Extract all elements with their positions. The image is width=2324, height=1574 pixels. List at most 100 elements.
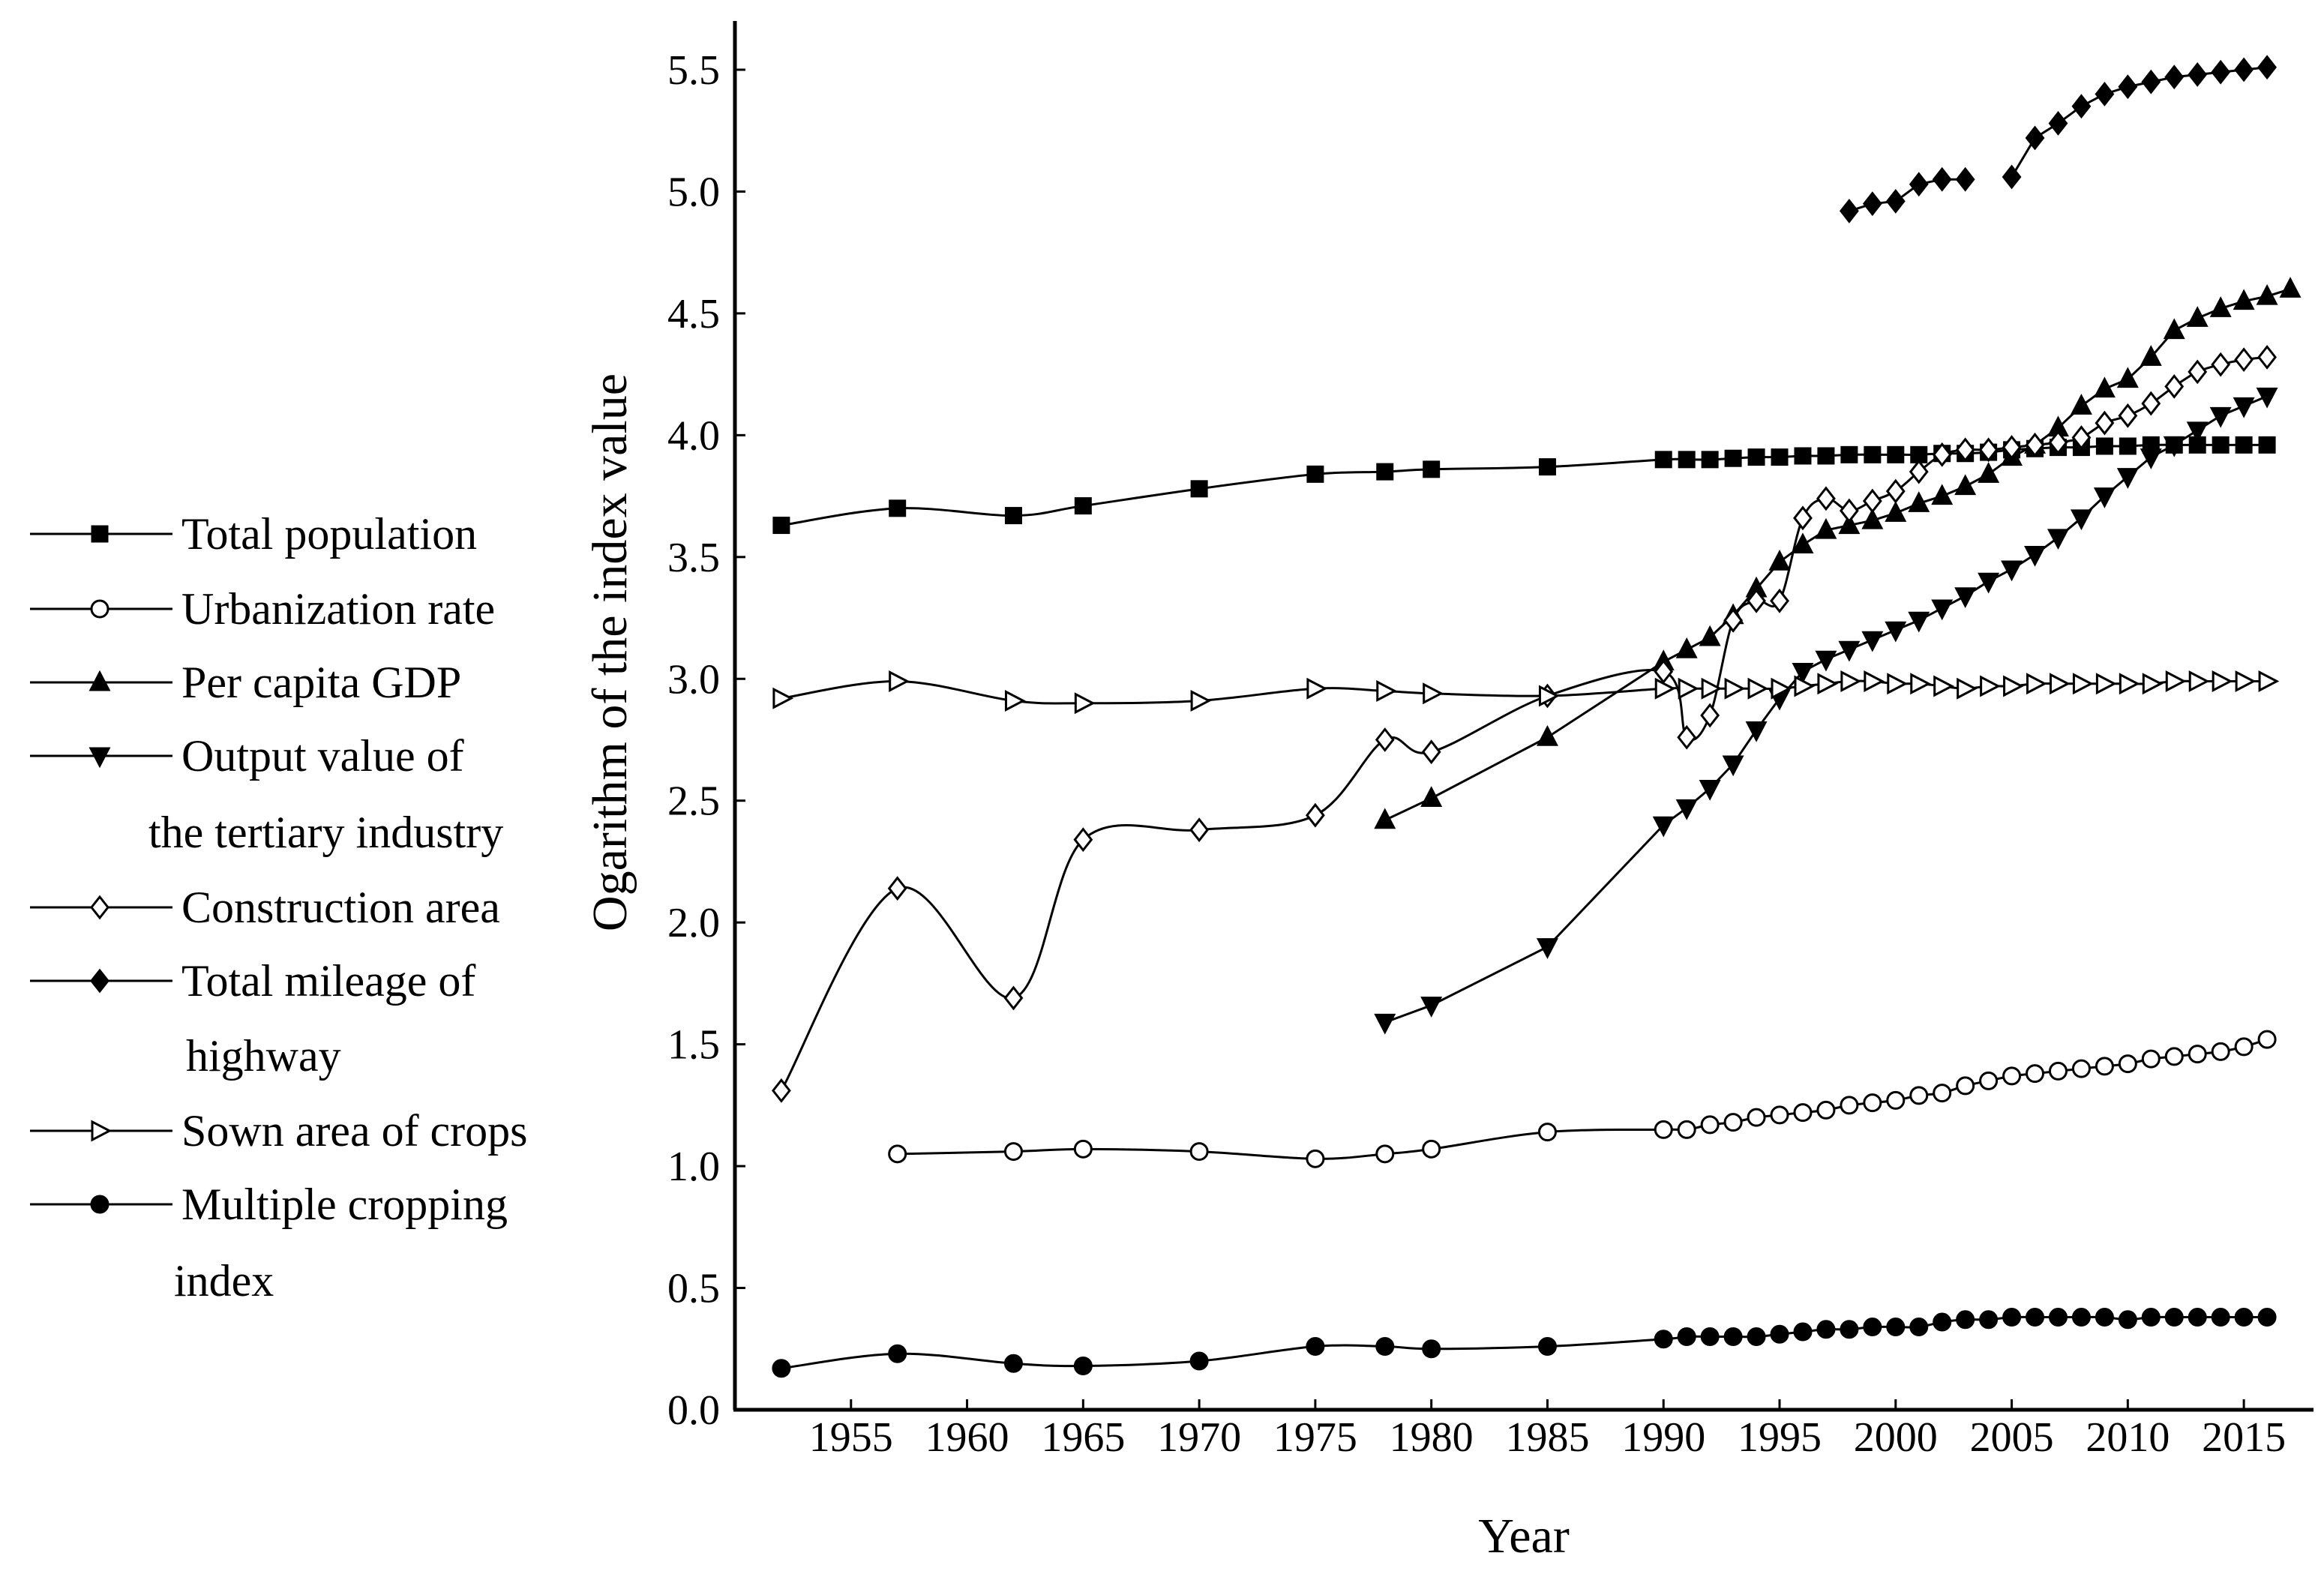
data-point-output-value-of-the-tertiary-industry bbox=[2024, 546, 2047, 567]
legend-label-continued: highway bbox=[186, 1031, 341, 1081]
y-ticks: 0.0 0.5 1.0 1.5 2.0 2.5 3.0 3.5 4.0 4.5 5.0 5.5 bbox=[667, 47, 745, 1434]
axes bbox=[733, 21, 2314, 1412]
data-point-construction-area bbox=[1654, 659, 1674, 684]
data-point-total-mileage-of-highway bbox=[1932, 166, 1952, 192]
data-point-urbanization-rate bbox=[2164, 1047, 2184, 1066]
data-point-urbanization-rate bbox=[1956, 1076, 1975, 1096]
legend-label: Per capita GDP bbox=[181, 658, 461, 707]
legend-marker bbox=[90, 895, 109, 920]
data-point-sown-area-of-crops bbox=[2258, 670, 2280, 692]
data-point-construction-area bbox=[1793, 505, 1813, 531]
data-point-total-mileage-of-highway bbox=[1955, 166, 1975, 192]
data-point-output-value-of-the-tertiary-industry bbox=[1699, 779, 1721, 801]
data-point-urbanization-rate bbox=[2257, 1030, 2277, 1049]
series-line-total-population bbox=[781, 443, 2268, 527]
data-point-output-value-of-the-tertiary-industry bbox=[2047, 529, 2069, 550]
data-point-urbanization-rate bbox=[1816, 1100, 1836, 1120]
legend-item-per-capita-gdp: Per capita GDP bbox=[30, 658, 461, 707]
data-point-output-value-of-the-tertiary-industry bbox=[2001, 560, 2023, 582]
data-point-urbanization-rate bbox=[2234, 1037, 2254, 1057]
data-point-sown-area-of-crops bbox=[1840, 670, 1862, 692]
data-point-total-mileage-of-highway bbox=[2141, 69, 2161, 94]
data-point-total-population bbox=[2212, 436, 2230, 454]
data-point-construction-area bbox=[887, 876, 907, 901]
data-point-urbanization-rate bbox=[888, 1144, 907, 1164]
data-point-urbanization-rate bbox=[1723, 1113, 1743, 1132]
data-point-sown-area-of-crops bbox=[1887, 673, 1909, 695]
data-point-multiple-cropping-index bbox=[1956, 1310, 1975, 1330]
data-point-sown-area-of-crops bbox=[889, 670, 910, 692]
data-point-urbanization-rate bbox=[1909, 1086, 1929, 1105]
data-point-output-value-of-the-tertiary-industry bbox=[1838, 640, 1861, 662]
data-point-sown-area-of-crops bbox=[1864, 670, 1885, 692]
data-point-construction-area bbox=[1932, 442, 1952, 467]
y-tick-label: 4.0 bbox=[667, 412, 720, 459]
legend-marker bbox=[88, 670, 111, 691]
data-point-multiple-cropping-index bbox=[2118, 1310, 2137, 1330]
data-point-output-value-of-the-tertiary-industry bbox=[2256, 387, 2278, 409]
data-point-total-mileage-of-highway bbox=[1885, 189, 1906, 214]
data-point-multiple-cropping-index bbox=[2188, 1308, 2207, 1327]
data-point-urbanization-rate bbox=[1073, 1139, 1093, 1159]
data-point-total-mileage-of-highway bbox=[2071, 94, 2092, 119]
data-point-per-capita-gdp bbox=[1838, 513, 1861, 535]
data-point-output-value-of-the-tertiary-industry bbox=[1908, 611, 1930, 633]
data-point-total-population bbox=[1864, 445, 1882, 463]
data-point-multiple-cropping-index bbox=[1840, 1320, 1859, 1339]
data-point-total-population bbox=[772, 517, 790, 535]
x-tick-label: 1960 bbox=[925, 1414, 1009, 1461]
data-point-per-capita-gdp bbox=[1978, 462, 2000, 483]
data-point-total-mileage-of-highway bbox=[2118, 74, 2138, 100]
data-point-total-mileage-of-highway bbox=[2234, 57, 2254, 82]
series-total-mileage-of-highway bbox=[1839, 55, 2277, 223]
data-point-output-value-of-the-tertiary-industry bbox=[1978, 572, 2000, 594]
data-point-sown-area-of-crops bbox=[1724, 677, 1746, 700]
legend-item-sown-area-of-crops: Sown area of crops bbox=[30, 1106, 528, 1156]
data-point-output-value-of-the-tertiary-industry bbox=[2070, 509, 2092, 531]
data-point-construction-area bbox=[2188, 359, 2208, 385]
data-point-sown-area-of-crops bbox=[772, 687, 794, 709]
data-point-construction-area bbox=[1839, 498, 1859, 523]
data-point-output-value-of-the-tertiary-industry bbox=[1792, 663, 1814, 684]
data-point-total-mileage-of-highway bbox=[2164, 64, 2185, 90]
x-tick-label: 1985 bbox=[1505, 1414, 1589, 1461]
y-tick-label: 1.0 bbox=[667, 1144, 720, 1190]
data-point-construction-area bbox=[1305, 802, 1325, 828]
data-point-multiple-cropping-index bbox=[1793, 1322, 1813, 1342]
data-point-urbanization-rate bbox=[2141, 1049, 2161, 1069]
data-point-multiple-cropping-index bbox=[2095, 1308, 2114, 1327]
data-point-per-capita-gdp bbox=[1420, 786, 1443, 807]
data-point-urbanization-rate bbox=[1306, 1149, 1325, 1168]
data-point-multiple-cropping-index bbox=[2257, 1308, 2277, 1327]
data-point-sown-area-of-crops bbox=[1423, 682, 1444, 705]
data-point-output-value-of-the-tertiary-industry bbox=[1374, 1013, 1396, 1035]
data-point-construction-area bbox=[2118, 403, 2138, 428]
data-point-multiple-cropping-index bbox=[2048, 1308, 2068, 1327]
data-point-output-value-of-the-tertiary-industry bbox=[2116, 468, 2139, 489]
data-point-multiple-cropping-index bbox=[772, 1359, 791, 1378]
data-point-construction-area bbox=[2048, 430, 2068, 455]
data-point-construction-area bbox=[1770, 588, 1789, 613]
x-tick-label: 1995 bbox=[1738, 1414, 1822, 1461]
data-point-multiple-cropping-index bbox=[1747, 1327, 1766, 1347]
data-point-per-capita-gdp bbox=[1931, 484, 1954, 505]
data-point-total-population bbox=[1771, 448, 1789, 466]
x-tick-label: 1955 bbox=[809, 1414, 893, 1461]
x-ticks: 1955 1960 1965 1970 1975 1980 1985 1990 1995 2000… bbox=[809, 1399, 2286, 1461]
series-total-population bbox=[772, 436, 2276, 535]
data-point-multiple-cropping-index bbox=[1863, 1318, 1882, 1337]
legend-marker bbox=[90, 599, 109, 619]
data-point-per-capita-gdp bbox=[2116, 367, 2139, 388]
y-tick-label: 4.5 bbox=[667, 291, 720, 337]
y-tick-label: 3.0 bbox=[667, 656, 720, 703]
data-point-multiple-cropping-index bbox=[1700, 1327, 1720, 1347]
data-point-multiple-cropping-index bbox=[1306, 1337, 1325, 1357]
data-point-construction-area bbox=[2234, 347, 2254, 373]
data-point-sown-area-of-crops bbox=[1980, 675, 2001, 697]
data-point-output-value-of-the-tertiary-industry bbox=[1861, 631, 1884, 652]
data-point-total-population bbox=[1190, 480, 1208, 498]
data-point-per-capita-gdp bbox=[1885, 501, 1907, 522]
series-line-per-capita-gdp bbox=[1384, 287, 2291, 822]
legend-item-urbanization-rate: Urbanization rate bbox=[30, 584, 495, 634]
data-point-per-capita-gdp bbox=[2163, 318, 2185, 340]
